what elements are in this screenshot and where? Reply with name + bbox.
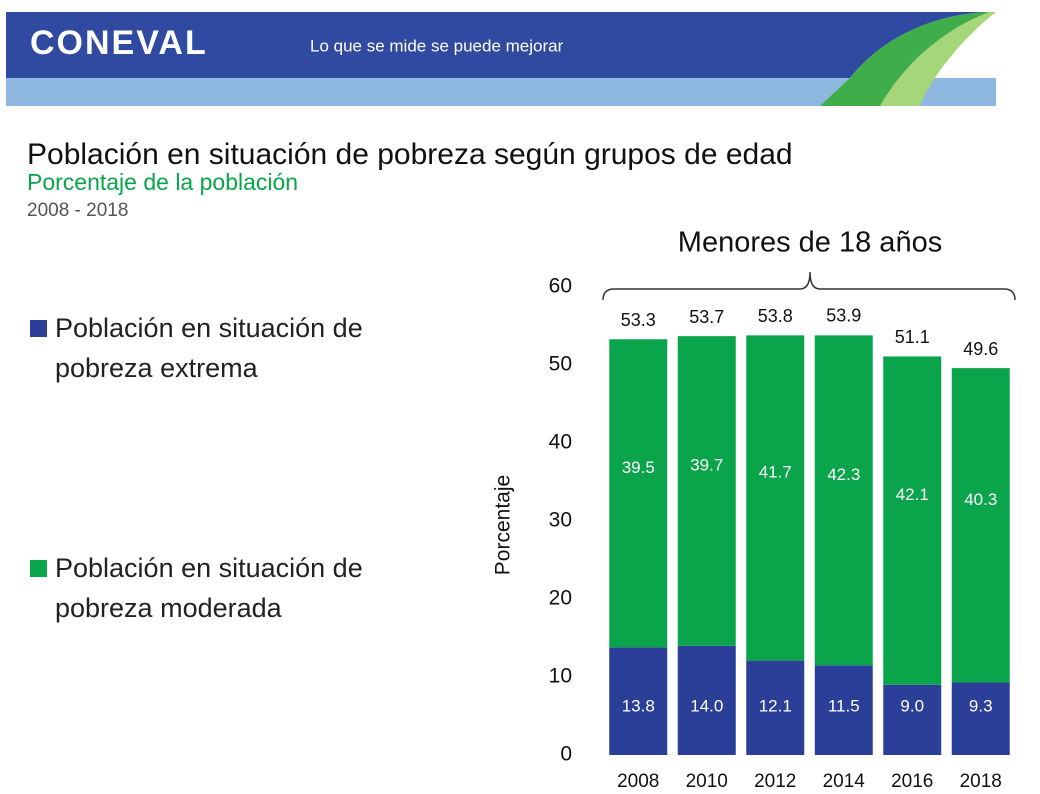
total-label: 53.3 <box>621 310 656 330</box>
value-label: 9.3 <box>969 696 993 715</box>
banner-swoosh <box>820 12 990 106</box>
legend-label: Población en situación de pobreza extrem… <box>55 313 363 383</box>
total-label: 53.9 <box>826 305 861 325</box>
x-tick-label: 2018 <box>960 771 1002 792</box>
banner-bar <box>6 12 826 78</box>
bar-segment <box>609 339 668 648</box>
period: 2008 - 2018 <box>27 200 128 221</box>
bracket <box>602 271 1016 301</box>
chart-title: Población en situación de pobreza según … <box>27 138 793 171</box>
bar-segment <box>883 684 942 755</box>
bar-segment <box>746 660 805 755</box>
value-label: 40.3 <box>964 490 997 509</box>
x-tick-label: 2014 <box>823 771 866 792</box>
value-label: 42.3 <box>827 465 860 484</box>
x-tick-label: 2012 <box>754 771 796 792</box>
total-label: 51.1 <box>895 327 930 347</box>
x-tick-label: 2008 <box>617 771 659 792</box>
y-tick-label: 10 <box>549 665 572 688</box>
x-tick-label: 2016 <box>891 771 933 792</box>
legend-swatch <box>30 320 47 337</box>
bar-segment <box>814 665 873 755</box>
value-label: 9.0 <box>900 696 924 715</box>
y-tick-label: 40 <box>549 431 572 454</box>
header-banner <box>6 12 996 106</box>
value-label: 41.7 <box>759 462 792 481</box>
bar-segment <box>677 336 736 646</box>
value-label: 13.8 <box>622 696 655 715</box>
legend-swatch <box>30 560 47 577</box>
value-label: 39.5 <box>622 458 655 477</box>
total-label: 49.6 <box>963 339 998 359</box>
value-label: 42.1 <box>896 485 929 504</box>
y-tick-label: 30 <box>549 509 572 532</box>
total-label: 53.7 <box>689 307 724 327</box>
bar-segment <box>677 645 736 755</box>
y-tick-label: 20 <box>549 587 572 610</box>
value-label: 39.7 <box>690 455 723 474</box>
bar-segment <box>951 368 1010 683</box>
legend-label: Población en situación de pobreza modera… <box>55 553 363 623</box>
value-label: 14.0 <box>690 696 723 715</box>
bar-segment <box>814 335 873 666</box>
bar-segment <box>951 682 1010 755</box>
x-tick-label: 2010 <box>686 771 728 792</box>
annotation: Menores de 18 años <box>678 227 942 259</box>
bar-segment <box>609 647 668 755</box>
total-label: 53.8 <box>758 306 793 326</box>
bar-segment <box>746 335 805 661</box>
banner-curve <box>820 12 990 78</box>
chart-subtitle: Porcentaje de la población <box>27 169 298 195</box>
legend: Población en situación de pobreza extrem… <box>30 308 430 628</box>
legend-item: Población en situación de pobreza extrem… <box>30 308 430 388</box>
y-tick-label: 0 <box>560 743 572 766</box>
tagline: Lo que se mide se puede mejorar <box>310 36 564 55</box>
y-axis-label: Porcentaje <box>492 475 515 575</box>
value-label: 12.1 <box>759 696 792 715</box>
banner-swoosh-light <box>880 12 996 106</box>
value-label: 11.5 <box>828 696 860 715</box>
y-tick-label: 50 <box>549 353 572 376</box>
logo: CONEVAL <box>30 24 208 62</box>
y-tick-label: 60 <box>549 275 572 298</box>
bar-segment <box>883 356 942 685</box>
legend-item: Población en situación de pobreza modera… <box>30 548 430 628</box>
